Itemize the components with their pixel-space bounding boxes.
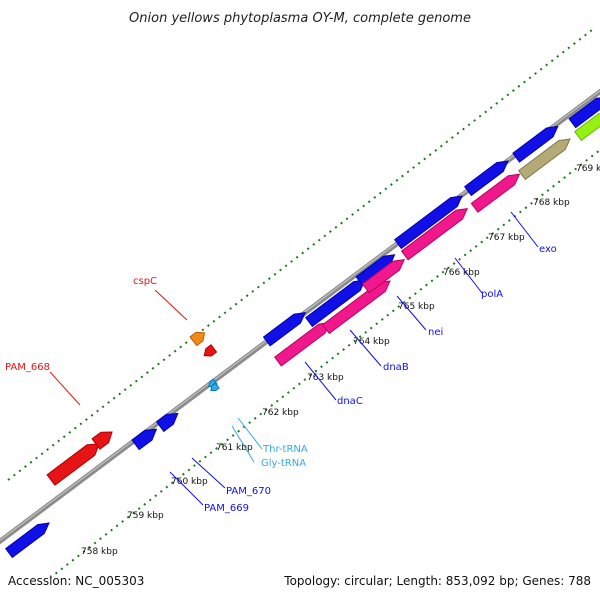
tick-label: 759 kbp bbox=[127, 511, 164, 521]
gene-arrow-blue-769 bbox=[568, 97, 600, 129]
gene-arrow-PAM_669 bbox=[131, 428, 158, 451]
label-PAM_669: PAM_669 bbox=[204, 503, 249, 514]
tick-label: 762 kbp bbox=[262, 408, 299, 418]
gene-arrow-nei bbox=[361, 258, 406, 294]
tick-label: 758 kbp bbox=[81, 547, 118, 557]
tick-label: 768 kbp bbox=[533, 198, 570, 208]
kbp-ticks: 758 kbp 759 kbp 760 kbp 761 kbp 762 kbp 763 k… bbox=[81, 164, 600, 557]
tick-label: 767 kbp bbox=[488, 233, 525, 243]
callout-dnaC bbox=[304, 361, 337, 401]
label-PAM_668: PAM_668 bbox=[5, 362, 50, 373]
gene-arrow-cspC bbox=[189, 331, 206, 347]
accession-text: Accession: NC_005303 bbox=[8, 574, 144, 588]
gene-arrow-blue-766 bbox=[394, 195, 463, 250]
callout-Gly-tRNA bbox=[231, 425, 255, 463]
label-cspC: cspC bbox=[133, 276, 157, 287]
label-dnaB: dnaB bbox=[383, 362, 409, 373]
label-nei: nei bbox=[428, 327, 443, 338]
callout-PAM_670 bbox=[191, 457, 226, 489]
gene-arrow-blue-768 bbox=[512, 125, 559, 163]
callout-PAM_668 bbox=[49, 371, 81, 406]
gene-arrow-lime bbox=[574, 112, 600, 142]
tick-label: 769 kbp bbox=[576, 164, 600, 174]
gene-arrow-PAM_668 bbox=[46, 443, 100, 486]
tick-label: 761 kbp bbox=[216, 443, 253, 453]
map-title: Onion yellows phytoplasma OY-M, complete… bbox=[129, 11, 471, 26]
gene-arrow-red-tiny bbox=[203, 344, 218, 357]
label-PAM_670: PAM_670 bbox=[226, 486, 271, 497]
callout-cspC bbox=[154, 289, 188, 321]
gene-Gly-tRNA bbox=[210, 382, 220, 392]
gene-arrow-red-small bbox=[91, 431, 113, 450]
tick-label: 765 kbp bbox=[398, 302, 435, 312]
callout-PAM_669 bbox=[169, 471, 204, 506]
tick-label: 764 kbp bbox=[353, 337, 390, 347]
label-polA: polA bbox=[481, 289, 503, 300]
callout-dnaB bbox=[349, 329, 382, 367]
label-exo: exo bbox=[539, 244, 557, 255]
gene-arrow-olive bbox=[518, 138, 571, 181]
callout-exo bbox=[510, 211, 539, 248]
outer-dotted-track bbox=[7, 29, 593, 481]
callout-polA bbox=[454, 257, 483, 294]
genome-summary-text: Topology: circular; Length: 853,092 bp; … bbox=[283, 574, 591, 588]
gene-arrow-exo bbox=[470, 173, 521, 213]
gene-arrow-blue-765 bbox=[355, 254, 396, 287]
label-dnaC: dnaC bbox=[337, 396, 363, 407]
label-Thr-tRNA: Thr-tRNA bbox=[262, 444, 308, 455]
gene-arrow-blue-758 bbox=[5, 522, 50, 559]
callout-nei bbox=[396, 295, 427, 331]
tick-label: 766 kbp bbox=[443, 268, 480, 278]
gene-arrow-PAM_670 bbox=[155, 412, 179, 433]
callout-lines bbox=[49, 211, 539, 506]
gene-arrow-polA bbox=[400, 207, 469, 261]
gene-arrow-blue-767 bbox=[464, 160, 509, 197]
callout-Thr-tRNA bbox=[237, 417, 263, 450]
label-Gly-tRNA: Gly-tRNA bbox=[261, 458, 306, 469]
gene-features bbox=[5, 97, 600, 559]
gene-arrow-blue-763 bbox=[262, 311, 307, 347]
tick-label: 760 kbp bbox=[171, 477, 208, 487]
tick-label: 763 kbp bbox=[307, 373, 344, 383]
